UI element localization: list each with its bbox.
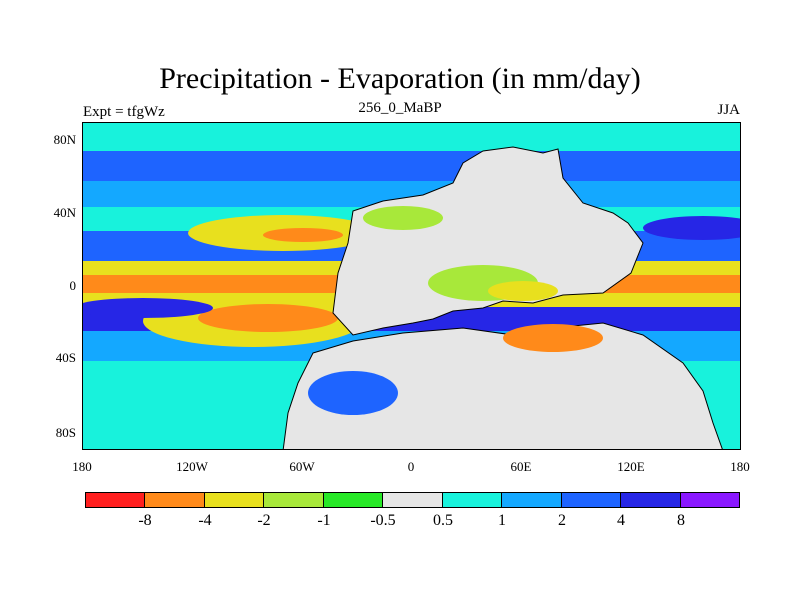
colorbar	[85, 492, 740, 508]
y-tick-label: 40S	[55, 350, 76, 365]
continent-south-dry	[503, 324, 603, 352]
colorbar-segment	[204, 493, 265, 507]
dry-zone-south-pacific-core	[198, 304, 338, 332]
y-tick-label: 0	[69, 278, 77, 293]
x-tick-label: 120W	[176, 459, 208, 474]
colorbar-label: -4	[198, 512, 212, 529]
colorbar-segment	[502, 493, 562, 507]
band-arctic	[83, 123, 740, 151]
precip-evap-map	[83, 123, 740, 449]
dry-zone-north-pacific-core	[263, 228, 343, 242]
y-tick-label: 80S	[55, 425, 76, 440]
colorbar-label: -1	[317, 512, 331, 529]
colorbar-label: -0.5	[370, 512, 396, 529]
band-north-high	[83, 151, 740, 181]
colorbar-label: 2	[558, 512, 566, 529]
season-label: JJA	[717, 102, 740, 118]
colorbar-label: 4	[617, 512, 625, 529]
colorbar-label: -2	[257, 512, 271, 529]
colorbar-segment	[383, 493, 443, 507]
continent-dry-north	[363, 206, 443, 230]
continent-south	[282, 322, 723, 449]
x-tick-label: 60W	[289, 459, 315, 474]
continent-north	[332, 146, 644, 336]
chart-title: Precipitation - Evaporation (in mm/day)	[159, 62, 641, 95]
continent-dry-core	[488, 281, 558, 301]
x-tick-label: 180	[72, 459, 92, 474]
colorbar-segment	[86, 493, 146, 507]
continent-south-wet	[308, 371, 398, 415]
wet-zone-north	[643, 216, 740, 240]
colorbar-segment	[680, 493, 739, 507]
colorbar-label: -8	[138, 512, 152, 529]
x-tick-label: 60E	[510, 459, 532, 474]
y-tick-label: 80N	[53, 132, 76, 147]
colorbar-segment	[561, 493, 622, 507]
chart-subtitle: 256_0_MaBP	[358, 100, 442, 116]
colorbar-segment	[145, 493, 205, 507]
y-tick-label: 40N	[53, 205, 76, 220]
colorbar-segment	[442, 493, 503, 507]
experiment-label: Expt = tfgWz	[83, 104, 165, 120]
colorbar-label: 1	[498, 512, 506, 529]
colorbar-label: 0.5	[433, 512, 453, 529]
colorbar-segment	[264, 493, 324, 507]
colorbar-segment	[621, 493, 681, 507]
x-tick-label: 120E	[617, 459, 645, 474]
x-tick-label: 180	[730, 459, 750, 474]
x-tick-label: 0	[407, 459, 415, 474]
colorbar-segment	[323, 493, 384, 507]
wet-zone-south	[83, 298, 213, 318]
plot-area	[82, 122, 741, 450]
colorbar-label: 8	[677, 512, 685, 529]
